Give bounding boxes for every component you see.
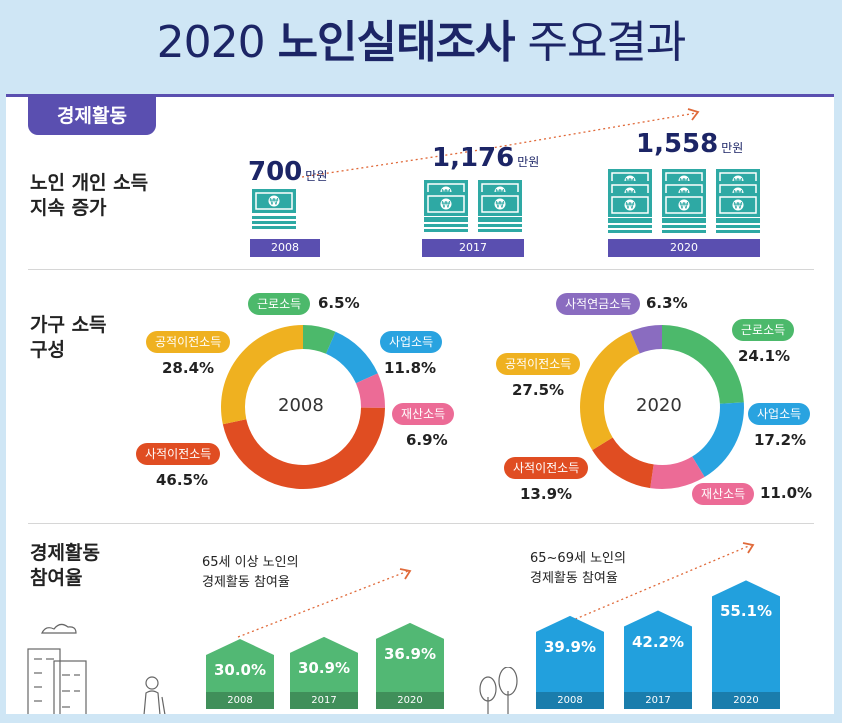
label-2008-property: 재산소득 — [392, 403, 455, 425]
group-b-bar-1 — [624, 610, 692, 709]
group-b-bar-year-bg-2 — [712, 692, 780, 709]
group-a-bar-1 — [290, 636, 358, 709]
pct-2008-public-transfer: 28.4% — [162, 359, 215, 377]
income-value-2020: 1,558 만원 — [636, 129, 744, 159]
group-a-value-2: 36.9% — [383, 644, 437, 663]
donut-2020-slice-3 — [592, 437, 654, 489]
donut-2008-slice-0 — [303, 325, 336, 354]
group-b-value-0: 39.9% — [543, 637, 597, 656]
pct-2020-private-pension: 6.3% — [646, 294, 688, 312]
income-year-2020: 2020 — [608, 239, 760, 257]
city-illustration — [27, 623, 167, 723]
group-a-bar-0 — [206, 639, 274, 709]
label-2020-wage: 근로소득 — [732, 319, 795, 341]
group-b-bar-year-bg-1 — [624, 692, 692, 709]
section-tag: 경제활동 — [28, 97, 156, 135]
donut-2020-center: 2020 — [636, 395, 682, 416]
section-divider — [28, 269, 814, 270]
participation-label-line1: 경제활동 — [30, 542, 100, 564]
pct-2020-public-transfer: 27.5% — [512, 381, 565, 399]
label-2008-business: 사업소득 — [380, 331, 443, 353]
donut-2008-center: 2008 — [278, 395, 324, 416]
donut-2020-slice-2 — [650, 456, 705, 489]
group-a-bar-year-bg-2 — [376, 692, 444, 709]
donut-2008-slice-1 — [326, 331, 378, 384]
group-a-value-1: 30.9% — [297, 658, 351, 677]
pct-2020-wage: 24.1% — [738, 347, 791, 365]
group-b-year-0: 2008 — [557, 695, 583, 706]
label-2020-public-transfer: 공적이전소득 — [496, 353, 581, 375]
income-trend-line — [301, 108, 700, 178]
donut-2020-slice-0 — [662, 325, 744, 404]
pct-2008-property: 6.9% — [406, 431, 448, 449]
participation-bar-charts — [206, 542, 780, 709]
label-2020-property: 재산소득 — [692, 483, 755, 505]
group-b-year-2: 2020 — [733, 695, 759, 706]
label-2020-private-pension: 사적연금소득 — [556, 293, 641, 315]
group-b-value-2: 55.1% — [719, 602, 773, 621]
pct-2020-business: 17.2% — [754, 431, 807, 449]
group-b-bar-2 — [712, 580, 780, 709]
group-a-bar-year-bg-0 — [206, 692, 274, 709]
group-a-bar-2 — [376, 622, 444, 709]
donut-2020-slice-4 — [580, 331, 640, 451]
group-a-year-0: 2008 — [227, 695, 253, 706]
income-year-2017: 2017 — [422, 239, 524, 257]
title-bold: 노인실태조사 — [277, 17, 516, 68]
footer-band — [6, 714, 834, 723]
group-b-caption: 65~69세 노인의 경제활동 참여율 — [530, 551, 626, 586]
group-a-year-1: 2017 — [311, 695, 337, 706]
household-label-line1: 가구 소득 — [30, 314, 107, 336]
pct-2020-property: 11.0% — [760, 484, 813, 502]
page-title: 2020 노인실태조사 주요결과 — [0, 0, 842, 90]
donut-2008-slice-3 — [222, 407, 385, 489]
label-2008-private-transfer: 사적이전소득 — [136, 443, 221, 465]
content-panel: 경제활동 노인 개인 소득 지속 증가 700 만원 1,176 만원 1,558 만… — [6, 94, 834, 723]
donut-2008-slice-4 — [221, 325, 303, 425]
income-value-2017: 1,176 만원 — [432, 143, 540, 173]
label-2020-business: 사업소득 — [748, 403, 811, 425]
group-b-bar-0 — [536, 615, 604, 709]
label-2020-private-transfer: 사적이전소득 — [504, 457, 589, 479]
pct-2008-wage: 6.5% — [318, 294, 360, 312]
pct-2008-private-transfer: 46.5% — [156, 471, 209, 489]
income-donut-charts — [221, 325, 744, 489]
donut-2020-slice-5 — [630, 325, 662, 354]
pct-2008-business: 11.8% — [384, 359, 437, 377]
title-year: 2020 — [156, 17, 266, 68]
label-2008-public-transfer: 공적이전소득 — [146, 331, 231, 353]
income-label-line1: 노인 개인 소득 — [30, 172, 149, 194]
group-a-caption: 65세 이상 노인의 경제활동 참여율 — [202, 555, 299, 590]
participation-label-line2: 참여율 — [30, 567, 83, 589]
group-b-year-1: 2017 — [645, 695, 671, 706]
donut-2020-slice-1 — [692, 402, 744, 478]
pct-2020-private-transfer: 13.9% — [520, 485, 573, 503]
income-year-2008: 2008 — [250, 239, 320, 257]
group-a-value-0: 30.0% — [213, 661, 267, 679]
section-divider — [28, 523, 814, 524]
group-b-bar-year-bg-0 — [536, 692, 604, 709]
income-label-line2: 지속 증가 — [30, 197, 107, 219]
label-2008-wage: 근로소득 — [248, 293, 311, 315]
donut-2008-slice-2 — [355, 373, 385, 408]
participation-section-label: 경제활동 참여율 — [30, 541, 100, 591]
household-section-label: 가구 소득 구성 — [30, 313, 107, 363]
group-b-value-1: 42.2% — [631, 632, 685, 651]
income-value-2008: 700 만원 — [248, 157, 328, 187]
group-a-bar-year-bg-1 — [290, 692, 358, 709]
group-a-year-2: 2020 — [397, 695, 423, 706]
household-label-line2: 구성 — [30, 339, 65, 361]
income-section-label: 노인 개인 소득 지속 증가 — [30, 171, 148, 221]
title-light: 주요결과 — [527, 17, 686, 68]
